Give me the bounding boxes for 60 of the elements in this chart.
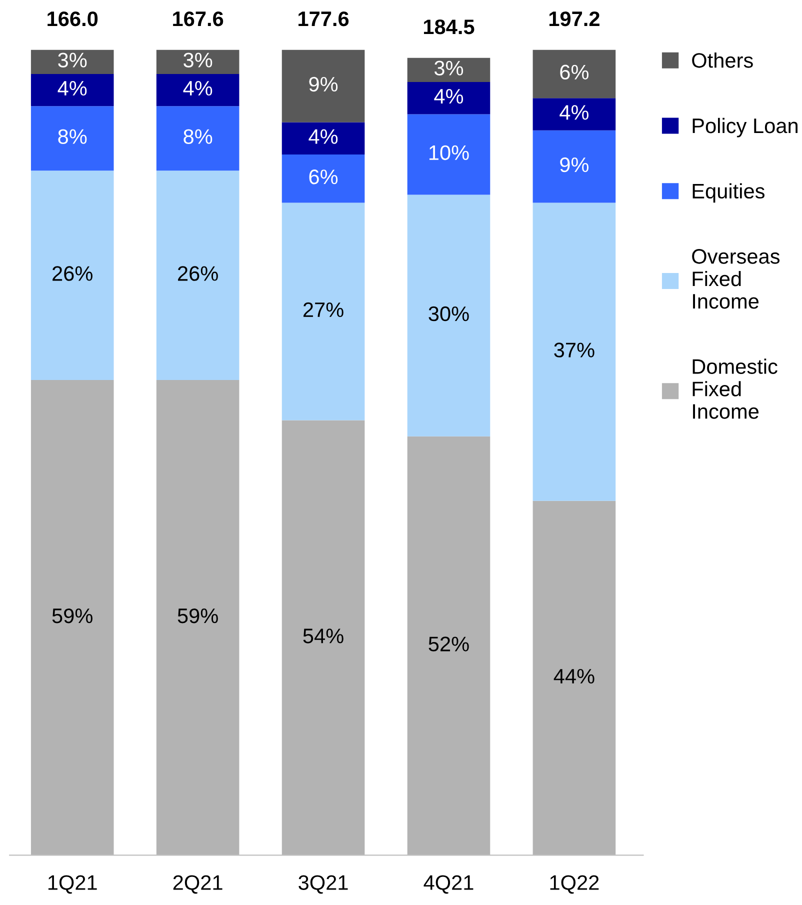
- bar: [532, 130, 616, 203]
- bar: [532, 202, 616, 501]
- data-label: 3%: [434, 60, 464, 76]
- bar: [282, 202, 365, 420]
- bar: [30, 74, 114, 106]
- data-label: 4%: [434, 89, 464, 104]
- bar: [30, 106, 114, 171]
- bar: [532, 50, 616, 98]
- annotation: 184.5: [424, 20, 474, 34]
- data-label: 10%: [429, 145, 469, 160]
- data-label: 59%: [52, 608, 92, 624]
- legend-label: Others: [692, 52, 753, 68]
- annotation: 197.2: [549, 11, 600, 26]
- data-label: 37%: [554, 342, 594, 358]
- data-label: 4%: [308, 129, 338, 144]
- annotation: 167.6: [173, 11, 224, 26]
- x-tick-label: 2Q21: [173, 875, 222, 894]
- data-label: 44%: [554, 668, 594, 684]
- data-label: 26%: [52, 266, 92, 281]
- data-label: 6%: [560, 64, 589, 80]
- legend-label: Overseas Fixed Income: [692, 249, 780, 309]
- data-label: 6%: [309, 169, 338, 184]
- legend-label: Domestic Fixed Income: [692, 358, 778, 419]
- legend-label: Policy Loan: [692, 118, 798, 138]
- bar: [30, 170, 114, 380]
- data-label: 8%: [58, 129, 87, 144]
- data-label: 26%: [178, 266, 218, 281]
- data-label: 3%: [58, 52, 87, 68]
- x-tick-label: 3Q21: [298, 875, 348, 894]
- data-label: 4%: [58, 80, 87, 96]
- bar: [156, 50, 240, 74]
- data-label: 8%: [184, 129, 212, 144]
- data-label: 52%: [428, 636, 469, 652]
- data-label: 9%: [309, 76, 338, 92]
- annotation: 177.6: [298, 11, 349, 26]
- data-label: 4%: [183, 80, 212, 96]
- data-label: 27%: [303, 302, 344, 318]
- data-label: 4%: [560, 105, 589, 120]
- bar: [282, 154, 365, 203]
- x-tick-label: 4Q21: [424, 875, 474, 894]
- data-label: 9%: [560, 157, 589, 172]
- data-label: 3%: [184, 52, 212, 68]
- bar: [407, 82, 490, 114]
- bar: [407, 194, 490, 436]
- bar: [282, 122, 365, 154]
- bar: [532, 98, 616, 130]
- x-tick-label: 1Q21: [48, 875, 97, 894]
- bar: [407, 58, 490, 82]
- data-label: 59%: [178, 608, 218, 624]
- data-label: 54%: [303, 628, 344, 644]
- bar: [156, 106, 240, 171]
- legend-label: Equities: [692, 183, 764, 203]
- bar: [156, 170, 240, 380]
- bar: [30, 50, 114, 74]
- data-label: 30%: [428, 306, 469, 322]
- bar: [156, 74, 240, 106]
- bar: [282, 50, 365, 122]
- annotation: 166.0: [48, 11, 98, 26]
- x-tick-label: 1Q22: [550, 875, 599, 894]
- bar: [407, 114, 490, 195]
